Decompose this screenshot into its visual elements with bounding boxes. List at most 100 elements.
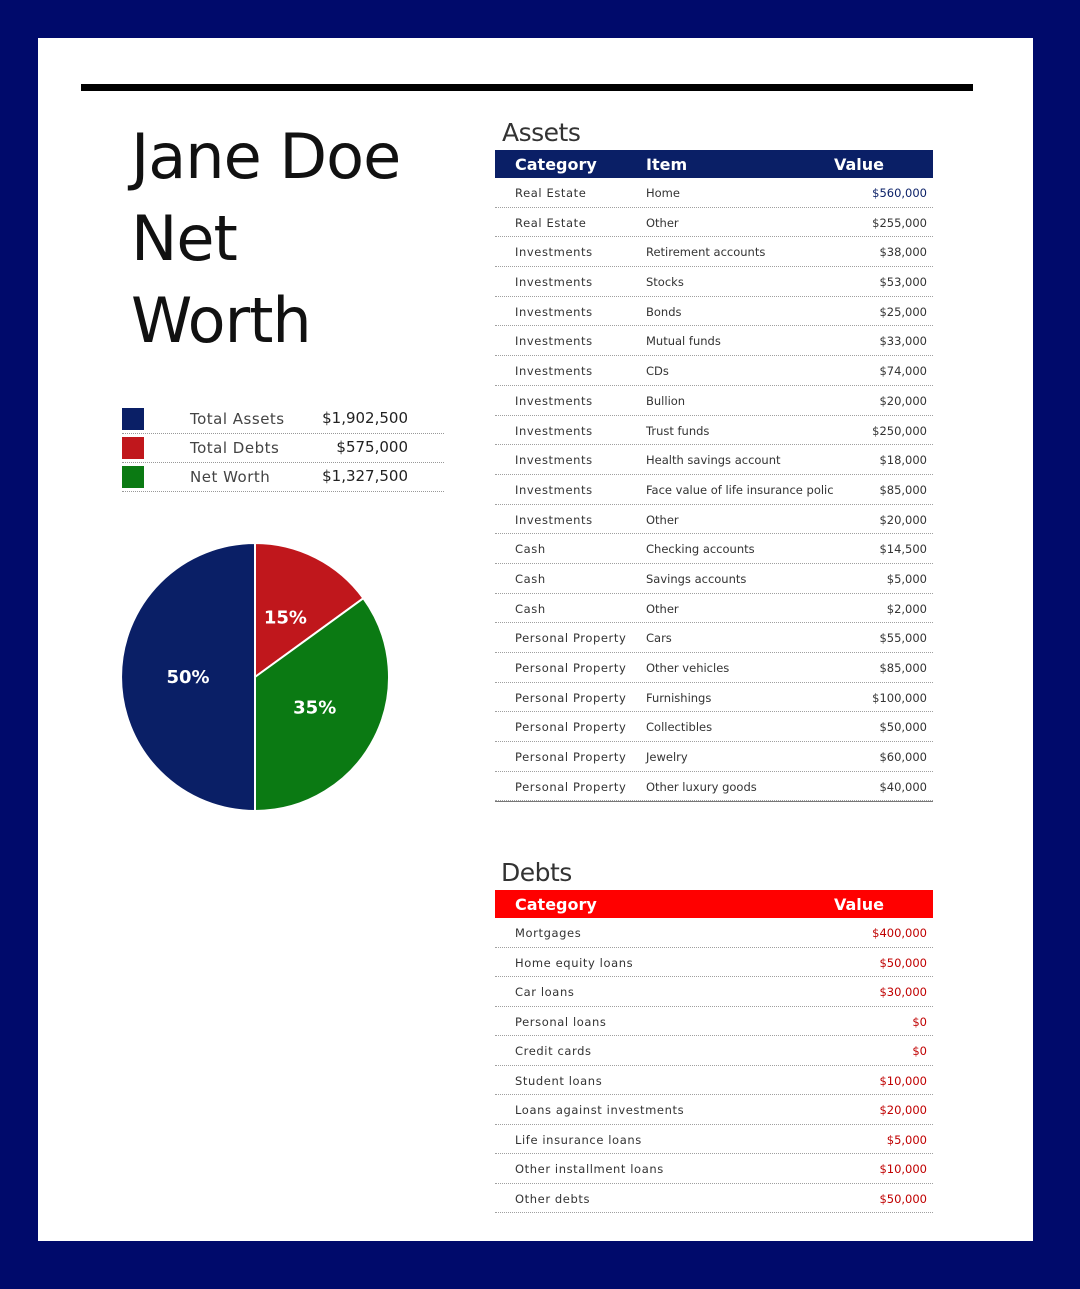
summary-value: $575,000 [336,438,408,456]
row-item: Checking accounts [646,542,755,557]
title-line-1: Jane Doe [131,120,401,193]
row-category: Credit cards [515,1044,592,1058]
row-item: Health savings account [646,453,781,468]
table-row: Mortgages $400,000 [495,918,933,948]
pie-slice [254,541,365,679]
row-category: Personal Property [515,631,627,646]
row-category: Personal Property [515,779,627,794]
pie-chart: 15% 35% 50% [118,540,393,815]
table-row: Loans against investments $20,000 [495,1095,933,1125]
row-value: $85,000 [879,482,927,497]
row-value: $400,000 [872,926,927,940]
table-row: Investments Bonds $25,000 [495,297,933,327]
row-item: Trust funds [646,423,710,438]
pie-slice-label: 15% [264,607,307,628]
summary-label: Total Assets [190,410,285,428]
legend-swatch-assets [122,408,144,430]
row-value: $10,000 [879,1073,927,1088]
pie-slice-label: 35% [293,697,336,718]
summary-row-net-worth: Net Worth $1,327,500 [122,463,444,492]
page-title: Jane Doe Net Worth [131,116,491,362]
row-value: $40,000 [879,779,927,794]
row-item: Other vehicles [646,661,730,675]
table-row: Real Estate Other $255,000 [495,208,933,238]
table-row: Car loans $30,000 [495,977,933,1007]
row-value: $74,000 [879,364,927,379]
row-value: $20,000 [879,1103,927,1117]
header-value: Value [833,895,884,914]
row-value: $25,000 [879,304,927,319]
table-row: Personal Property Other luxury goods $40,0… [495,772,933,802]
row-value: $30,000 [879,985,927,999]
row-value: $5,000 [886,571,927,586]
row-category: Loans against investments [515,1103,685,1117]
row-category: Investments [515,334,593,349]
row-value: $20,000 [879,393,927,408]
table-row: Other installment loans $10,000 [495,1154,933,1184]
row-category: Cash [515,542,546,557]
row-item: Other [646,215,679,230]
table-row: Cash Other $2,000 [495,594,933,624]
pie-slice [254,596,390,813]
row-value: $10,000 [879,1162,927,1176]
table-row: Investments Trust funds $250,000 [495,416,933,446]
row-item: Face value of life insurance polic [646,482,834,497]
summary-value: $1,902,500 [322,409,408,427]
summary-row-total-assets: Total Assets $1,902,500 [122,405,444,434]
row-category: Other debts [515,1191,591,1206]
row-value: $0 [912,1044,927,1058]
row-value: $560,000 [872,186,927,200]
row-value: $250,000 [872,423,927,438]
summary-row-total-debts: Total Debts $575,000 [122,434,444,463]
row-category: Student loans [515,1073,603,1088]
row-category: Investments [515,512,593,527]
row-category: Car loans [515,985,575,999]
assets-table-header: Category Item Value [495,150,933,178]
table-row: Personal Property Cars $55,000 [495,623,933,653]
row-value: $53,000 [879,275,927,290]
debts-rows: Mortgages $400,000 Home equity loans $50,00… [495,918,933,1213]
row-item: Savings accounts [646,571,747,586]
table-row: Personal Property Collectibles $50,000 [495,712,933,743]
row-value: $2,000 [886,601,927,616]
row-item: Retirement accounts [646,245,766,260]
row-category: Cash [515,601,546,616]
row-category: Life insurance loans [515,1132,642,1147]
header-value: Value [833,155,884,174]
assets-rows: Real Estate Home $560,000 Real Estate Other $… [495,178,933,803]
row-item: Cars [646,631,672,646]
row-value: $18,000 [879,453,927,468]
table-row: Real Estate Home $560,000 [495,178,933,208]
debts-table: Category Value Mortgages $400,000 Home equ… [495,890,933,1213]
row-item: Furnishings [646,690,712,705]
title-line-2: Net [131,202,238,275]
row-item: Home [646,186,680,200]
row-category: Investments [515,364,593,379]
row-item: Bonds [646,304,682,319]
debts-table-header: Category Value [495,890,933,918]
pie-slice-label: 50% [166,667,209,688]
row-category: Investments [515,423,593,438]
row-item: Stocks [646,275,684,290]
table-row: Investments Health savings account $18,000 [495,445,933,475]
table-row: Cash Checking accounts $14,500 [495,534,933,564]
summary-label: Net Worth [190,468,271,486]
row-category: Investments [515,275,593,290]
row-value: $0 [912,1014,927,1029]
row-category: Real Estate [515,215,587,230]
assets-table: Category Item Value Real Estate Home $560,… [495,150,933,803]
row-value: $20,000 [879,512,927,527]
summary-legend: Total Assets $1,902,500 Total Debts $575… [122,405,444,492]
table-row: Personal Property Other vehicles $85,000 [495,653,933,683]
row-value: $14,500 [879,542,927,557]
row-category: Investments [515,482,593,497]
table-row: Personal Property Jewelry $60,000 [495,742,933,772]
row-value: $60,000 [879,750,927,765]
row-value: $33,000 [879,334,927,349]
row-category: Personal Property [515,690,627,705]
pie-chart-svg: 15% 35% 50% [120,541,390,813]
table-row: Investments Face value of life insurance … [495,475,933,505]
row-category: Investments [515,393,593,408]
table-row: Investments Mutual funds $33,000 [495,326,933,357]
table-row: Student loans $10,000 [495,1066,933,1095]
